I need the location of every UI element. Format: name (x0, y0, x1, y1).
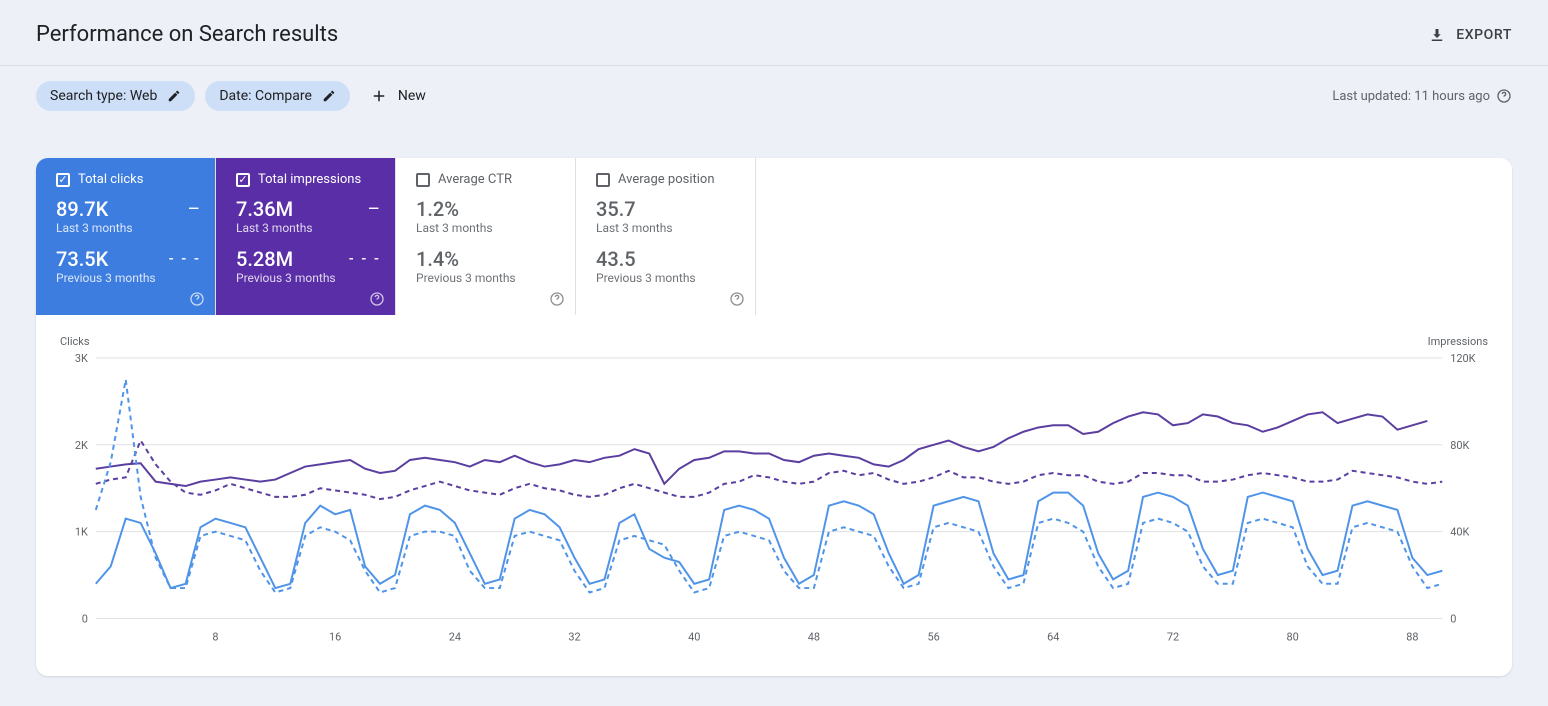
svg-text:8: 8 (212, 630, 218, 643)
line-chart: 0 0 1K 40K 2K 80K 3K 120K 8 16 24 32 40 48 56 64 72 80 88 (58, 350, 1490, 648)
svg-text:64: 64 (1047, 630, 1059, 643)
checkbox-icon: ✓ (236, 173, 250, 187)
svg-text:3K: 3K (75, 352, 88, 365)
metric-tiles: ✓ Total clicks 89.7K — Last 3 months 73.… (36, 158, 1512, 315)
svg-text:24: 24 (449, 630, 461, 643)
metric-previous-value: 73.5K (56, 247, 108, 271)
last-updated-text: Last updated: 11 hours ago (1332, 89, 1490, 104)
checkbox-icon: ✓ (596, 173, 610, 187)
metric-total-clicks[interactable]: ✓ Total clicks 89.7K — Last 3 months 73.… (36, 158, 216, 315)
help-icon[interactable] (549, 291, 565, 307)
metric-previous-sub: Previous 3 months (596, 271, 741, 285)
right-axis-title: Impressions (1428, 335, 1488, 348)
chip-search-type-label: Search type: Web (50, 88, 157, 104)
metric-current-sub: Last 3 months (416, 221, 561, 235)
page-title: Performance on Search results (36, 22, 338, 47)
export-button[interactable]: EXPORT (1428, 26, 1512, 44)
metric-label: Total clicks (78, 172, 143, 187)
checkbox-icon: ✓ (416, 173, 430, 187)
svg-text:2K: 2K (75, 439, 88, 452)
last-updated: Last updated: 11 hours ago (1332, 88, 1512, 104)
metric-total-impressions[interactable]: ✓ Total impressions 7.36M — Last 3 month… (216, 158, 396, 315)
metric-previous-value: 5.28M (236, 247, 293, 271)
svg-text:72: 72 (1167, 630, 1179, 643)
left-axis-title: Clicks (60, 335, 90, 348)
filters: Search type: Web Date: Compare New (36, 80, 436, 112)
svg-text:80K: 80K (1450, 439, 1469, 452)
new-label: New (398, 88, 426, 104)
svg-text:56: 56 (927, 630, 939, 643)
trend-solid-icon: — (188, 201, 201, 217)
metric-current-sub: Last 3 months (236, 221, 381, 235)
svg-text:32: 32 (568, 630, 580, 643)
metric-average-ctr[interactable]: ✓ Average CTR 1.2% Last 3 months 1.4% Pr… (396, 158, 576, 315)
svg-text:1K: 1K (75, 526, 88, 539)
performance-card: ✓ Total clicks 89.7K — Last 3 months 73.… (36, 158, 1512, 676)
metric-current-value: 89.7K (56, 197, 108, 221)
trend-dashed-icon: - - - (349, 251, 381, 267)
add-filter-button[interactable]: New (360, 80, 436, 112)
metric-current-value: 1.2% (416, 197, 561, 221)
metric-current-value: 7.36M (236, 197, 293, 221)
filter-row: Search type: Web Date: Compare New Last … (0, 66, 1548, 126)
trend-dashed-icon: - - - (169, 251, 201, 267)
metric-label: Total impressions (258, 172, 361, 187)
header: Performance on Search results EXPORT (0, 0, 1548, 66)
metric-previous-value: 43.5 (596, 247, 741, 271)
metric-previous-sub: Previous 3 months (416, 271, 561, 285)
plus-icon (370, 87, 388, 105)
download-icon (1428, 26, 1446, 44)
svg-text:40: 40 (688, 630, 700, 643)
help-icon[interactable] (189, 291, 205, 307)
metric-previous-value: 1.4% (416, 247, 561, 271)
chip-search-type[interactable]: Search type: Web (36, 81, 195, 111)
chart-area: Clicks Impressions 0 0 1K 40K 2K 80K 3K 120K 8 16… (36, 315, 1512, 676)
help-icon[interactable] (1496, 88, 1512, 104)
svg-text:0: 0 (1450, 612, 1456, 625)
metric-current-sub: Last 3 months (56, 221, 201, 235)
svg-text:0: 0 (82, 612, 88, 625)
svg-text:80: 80 (1287, 630, 1299, 643)
pencil-icon (167, 89, 181, 103)
metric-previous-sub: Previous 3 months (56, 271, 201, 285)
metric-current-sub: Last 3 months (596, 221, 741, 235)
help-icon[interactable] (729, 291, 745, 307)
pencil-icon (322, 89, 336, 103)
trend-solid-icon: — (368, 201, 381, 217)
svg-text:48: 48 (808, 630, 820, 643)
chip-date[interactable]: Date: Compare (205, 81, 350, 111)
checkbox-icon: ✓ (56, 173, 70, 187)
metric-label: Average position (618, 172, 715, 187)
svg-text:16: 16 (329, 630, 341, 643)
metric-current-value: 35.7 (596, 197, 741, 221)
export-label: EXPORT (1456, 27, 1512, 43)
chip-date-label: Date: Compare (219, 88, 312, 104)
metric-previous-sub: Previous 3 months (236, 271, 381, 285)
help-icon[interactable] (369, 291, 385, 307)
svg-text:120K: 120K (1450, 352, 1475, 365)
svg-text:40K: 40K (1450, 526, 1469, 539)
metric-label: Average CTR (438, 172, 512, 187)
svg-text:88: 88 (1406, 630, 1418, 643)
metric-average-position[interactable]: ✓ Average position 35.7 Last 3 months 43… (576, 158, 756, 315)
